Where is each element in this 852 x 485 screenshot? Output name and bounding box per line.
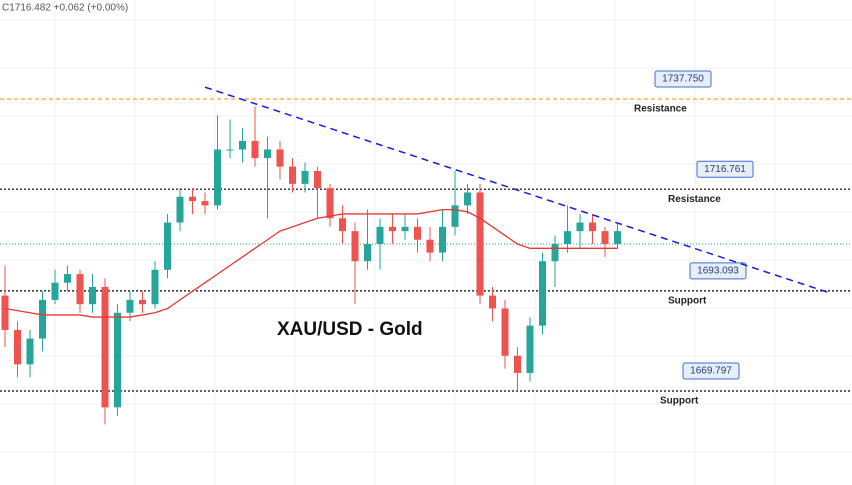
candle-body — [264, 149, 271, 159]
candle-body — [239, 140, 246, 150]
candle-body — [476, 192, 484, 296]
candle-body — [351, 231, 359, 262]
candle-body — [489, 295, 496, 309]
candle-body — [176, 196, 184, 223]
candle-body — [151, 269, 159, 305]
candle-body — [214, 149, 221, 206]
candle-body — [126, 299, 134, 313]
candle-body — [226, 149, 234, 151]
candle-body — [401, 226, 409, 232]
candle-body — [251, 140, 259, 159]
candle-body — [564, 231, 571, 245]
candle-body — [589, 222, 596, 232]
candle-body — [51, 282, 59, 300]
candle-body — [539, 261, 546, 326]
chart-title: XAU/USD - Gold — [277, 319, 423, 340]
candle-body — [64, 274, 71, 283]
candle-body — [301, 170, 309, 184]
candle-body — [614, 231, 621, 245]
level-name: Support — [668, 296, 707, 307]
candle-body — [601, 231, 609, 245]
candle-body — [189, 196, 196, 202]
candle-body — [114, 312, 121, 408]
level-label-box — [654, 70, 712, 88]
level-label-box — [696, 160, 754, 178]
candle-body — [339, 218, 346, 232]
level-name: Resistance — [634, 104, 687, 115]
candle-body — [551, 244, 559, 262]
candle-body — [526, 325, 534, 373]
candle-body — [289, 166, 296, 184]
candle-body — [576, 222, 584, 232]
candle-body — [376, 226, 384, 245]
header: C1716.482 +0.062 (+0.00%) — [2, 3, 128, 14]
candle-body — [276, 149, 284, 167]
candle-body — [201, 201, 209, 206]
candle-body — [139, 299, 146, 305]
level-label: 1716.761 — [704, 164, 746, 175]
candle-body — [1, 295, 9, 330]
candle-body — [439, 226, 446, 253]
level-label-box — [682, 362, 740, 380]
candle-body — [14, 329, 21, 365]
candle-body — [101, 286, 109, 408]
candle-body — [39, 299, 46, 339]
candle-body — [389, 226, 396, 232]
candle-body — [464, 192, 471, 206]
candle-body — [89, 286, 96, 305]
level-label: 1737.750 — [662, 74, 704, 85]
level-label: 1669.797 — [690, 366, 732, 377]
level-label: 1693.093 — [697, 266, 739, 277]
candle-body — [164, 222, 171, 270]
candle-body — [414, 226, 421, 240]
candle-body — [314, 170, 321, 189]
candle-body — [326, 188, 334, 219]
candle-body — [501, 308, 509, 356]
candle-body — [76, 274, 84, 305]
moving-average — [4, 209, 618, 318]
trendline — [204, 86, 831, 294]
candle-body — [426, 239, 434, 253]
level-label-box — [689, 262, 747, 280]
level-name: Resistance — [668, 194, 721, 205]
candle-body — [514, 355, 521, 373]
level-name: Support — [660, 396, 699, 407]
candle-body — [26, 338, 34, 365]
candle-body — [451, 205, 459, 227]
candle-body — [364, 244, 371, 262]
